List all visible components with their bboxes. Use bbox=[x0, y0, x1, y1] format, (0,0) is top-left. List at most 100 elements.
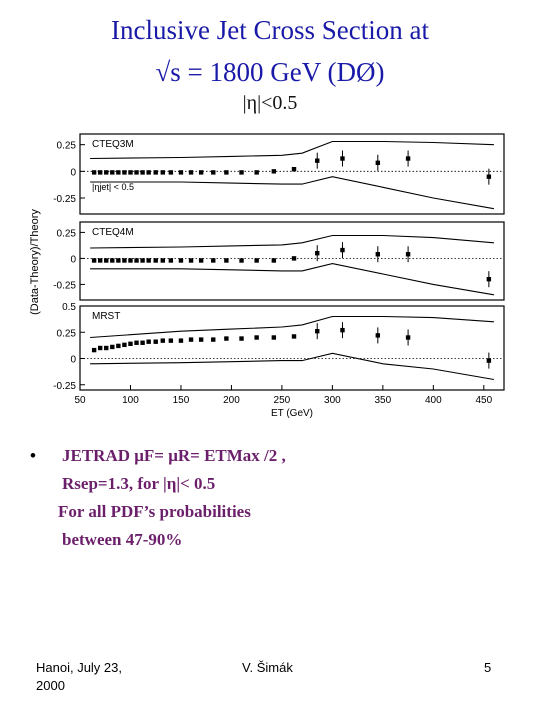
slide-title-line1: Inclusive Jet Cross Section at bbox=[111, 15, 429, 45]
data-point bbox=[211, 337, 216, 342]
y-tick-label: 0.25 bbox=[57, 141, 77, 152]
y-tick-label: -0.25 bbox=[53, 381, 76, 392]
data-point bbox=[160, 338, 165, 343]
x-axis-label: ET (GeV) bbox=[271, 408, 313, 418]
data-point bbox=[153, 170, 158, 175]
data-point bbox=[140, 170, 145, 175]
footer-author: V. Šimák bbox=[242, 660, 293, 675]
data-point bbox=[224, 170, 229, 175]
data-point bbox=[110, 170, 115, 175]
data-point bbox=[116, 343, 121, 349]
data-point bbox=[178, 338, 184, 343]
bullet-line-3: For all PDF’s probabilities bbox=[58, 502, 251, 521]
data-point bbox=[122, 258, 127, 263]
data-point bbox=[146, 339, 151, 344]
data-point bbox=[122, 170, 127, 175]
panel-label: CTEQ4M bbox=[92, 227, 134, 238]
panel-frame bbox=[79, 133, 505, 215]
data-point bbox=[116, 170, 121, 175]
x-tick-label: 350 bbox=[375, 395, 392, 406]
band-lower-curve bbox=[90, 263, 494, 296]
data-point bbox=[134, 170, 139, 175]
data-point bbox=[168, 258, 174, 263]
data-point bbox=[91, 258, 97, 263]
data-point bbox=[375, 252, 381, 257]
data-point bbox=[486, 358, 492, 363]
data-point bbox=[291, 334, 297, 339]
data-point bbox=[122, 342, 127, 348]
data-point bbox=[239, 336, 244, 341]
data-point bbox=[91, 347, 97, 353]
data-point bbox=[340, 327, 345, 333]
x-tick-label: 400 bbox=[425, 395, 442, 406]
band-upper-curve bbox=[90, 315, 494, 339]
data-point bbox=[271, 258, 277, 263]
y-axis-label: (Data-Theory)/Theory bbox=[29, 209, 41, 315]
bullet-line-2: Rsep=1.3, for |η|< 0.5 bbox=[62, 474, 216, 493]
data-point bbox=[239, 258, 244, 263]
cross-section-chart: 0.25 0 -0.25 CTEQ3M |ηjet| < 0.5 0.25 0 -0.25 CT… bbox=[29, 133, 505, 418]
data-point bbox=[271, 169, 277, 174]
data-point bbox=[340, 247, 345, 253]
band-upper-curve bbox=[90, 140, 494, 160]
data-point bbox=[178, 258, 184, 263]
data-point bbox=[198, 170, 204, 175]
bullet-line-1: JETRAD μF= μR= ETMax /2 , bbox=[62, 446, 286, 465]
y-tick-label: 0 bbox=[70, 167, 76, 178]
data-point bbox=[178, 170, 184, 175]
data-point bbox=[254, 258, 259, 263]
data-point bbox=[254, 170, 259, 175]
data-point bbox=[188, 337, 194, 342]
data-point bbox=[315, 158, 320, 163]
data-point bbox=[291, 167, 297, 172]
data-point bbox=[405, 335, 411, 340]
y-tick-label: 0.25 bbox=[57, 328, 77, 339]
band-upper-curve bbox=[90, 234, 494, 249]
data-point bbox=[239, 170, 244, 175]
x-tick-label: 250 bbox=[274, 395, 291, 406]
data-point bbox=[140, 258, 145, 263]
data-point bbox=[128, 341, 133, 346]
x-tick-label: 200 bbox=[223, 395, 240, 406]
data-point bbox=[188, 258, 194, 263]
data-point bbox=[486, 174, 492, 179]
data-point bbox=[375, 333, 381, 338]
data-point bbox=[340, 156, 345, 161]
y-tick-label: 0.25 bbox=[57, 228, 77, 239]
data-point bbox=[315, 251, 320, 256]
bullet-symbol: • bbox=[30, 446, 36, 465]
y-tick-label: 0 bbox=[70, 355, 76, 366]
y-tick-label: -0.25 bbox=[53, 194, 76, 205]
x-tick-label: 50 bbox=[74, 395, 86, 406]
panel-label: MRST bbox=[92, 311, 120, 322]
data-point bbox=[97, 170, 103, 175]
band-lower-curve bbox=[90, 352, 494, 381]
data-point bbox=[97, 258, 103, 263]
data-point bbox=[128, 258, 133, 263]
data-point bbox=[153, 339, 158, 344]
slide-title-line2: √s = 1800 GeV (DØ) bbox=[155, 57, 385, 87]
x-tick-label: 450 bbox=[475, 395, 492, 406]
band-lower-curve bbox=[90, 176, 494, 210]
footer-location: Hanoi, July 23, bbox=[36, 660, 122, 675]
data-point bbox=[116, 258, 121, 263]
panel-frame bbox=[79, 305, 505, 391]
eta-cut-label: |η|<0.5 bbox=[242, 92, 298, 114]
data-point bbox=[91, 170, 97, 175]
data-point bbox=[405, 252, 411, 257]
data-point bbox=[198, 258, 204, 263]
data-point bbox=[160, 170, 165, 175]
data-point bbox=[375, 160, 381, 165]
panel-annotation: |ηjet| < 0.5 bbox=[92, 182, 134, 192]
data-point bbox=[188, 170, 194, 175]
data-point bbox=[104, 258, 109, 263]
data-point bbox=[315, 329, 320, 334]
data-point bbox=[140, 340, 145, 345]
data-point bbox=[291, 256, 297, 261]
data-point bbox=[168, 338, 174, 343]
data-point bbox=[110, 344, 115, 350]
bullet-line-4: between 47-90% bbox=[62, 530, 183, 549]
panel-frame bbox=[79, 221, 505, 301]
data-point bbox=[153, 258, 158, 263]
data-point bbox=[271, 335, 277, 340]
